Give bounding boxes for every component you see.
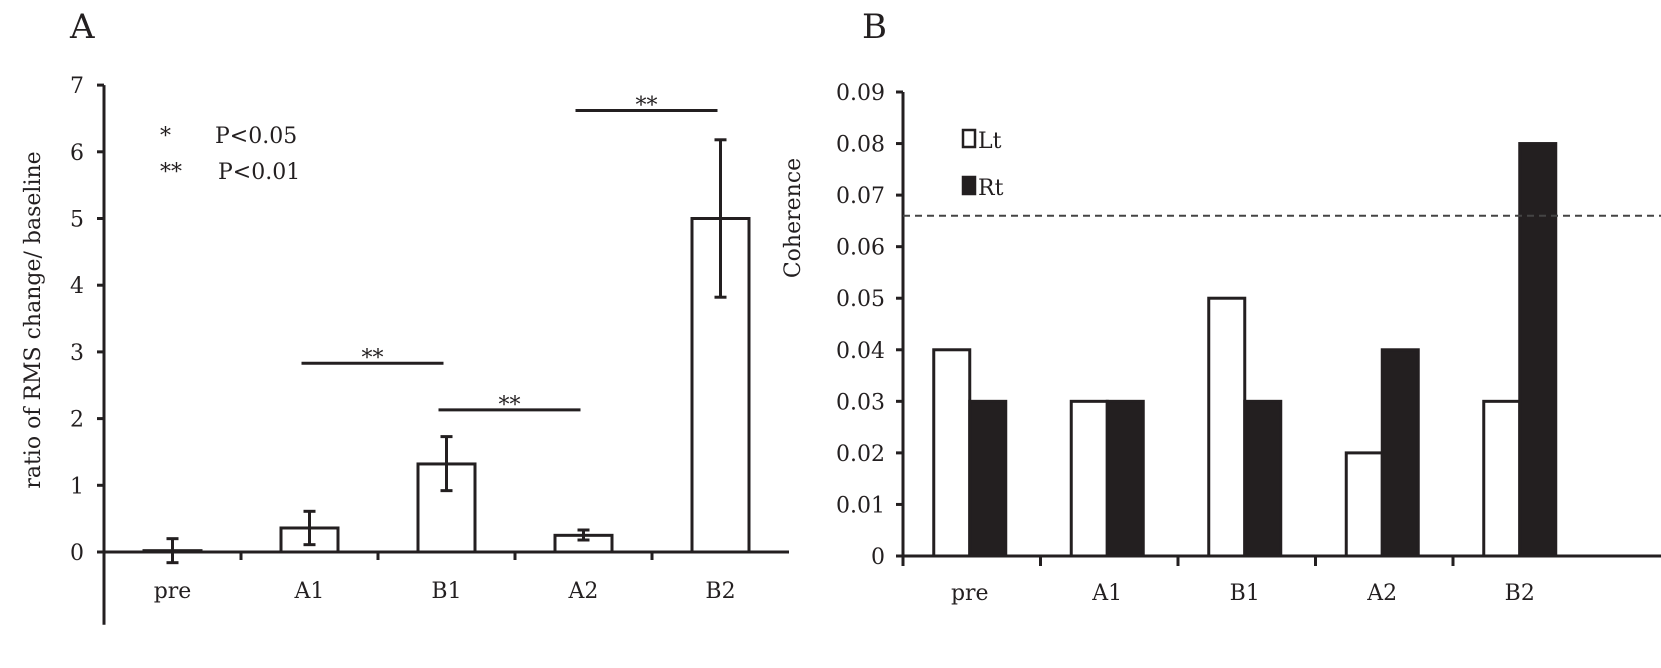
y-tick-label: 6 (70, 141, 84, 166)
bar-rt (968, 399, 1008, 558)
x-tick-label: B1 (431, 579, 461, 604)
y-tick-label: 0.08 (836, 133, 885, 158)
panel-a-legend: * P<0.05 ** P<0.01 (160, 124, 300, 185)
panel-a-label: A (69, 7, 95, 47)
y-tick-label: 0.07 (836, 184, 885, 209)
bar-rt (1243, 399, 1283, 558)
panel-b-y-axis-label: Coherence (781, 158, 806, 278)
legend-label: Lt (978, 129, 1002, 154)
y-tick-label: 0.09 (836, 81, 885, 106)
y-tick-label: 0.01 (836, 493, 885, 518)
bar-lt (932, 348, 972, 558)
panel-a: A ratio of RMS change/ baseline * P<0.05*… (21, 7, 789, 625)
y-tick-label: 0.04 (836, 339, 885, 364)
panel-b: B Coherence 0 0.01 0.02 0.03 0.04 0.05 0.06 0.0… (781, 7, 1661, 606)
y-tick-label: 2 (70, 408, 84, 433)
y-tick-label: 0.02 (836, 442, 885, 467)
panel-b-label: B (862, 7, 887, 47)
significance-marker: ** (362, 346, 384, 371)
bar-lt (1207, 296, 1247, 558)
y-tick-label: 5 (70, 208, 84, 233)
bar-lt (1069, 399, 1109, 558)
legend-swatch-lt (961, 128, 977, 149)
x-tick-label: pre (154, 579, 192, 604)
y-tick-label: 0.05 (836, 287, 885, 312)
y-tick-label: 0 (70, 541, 84, 566)
bar-rt (1380, 348, 1420, 558)
significance-marker: ** (499, 393, 521, 418)
y-tick-label: 4 (70, 274, 84, 299)
panel-a-y-axis-label: ratio of RMS change/ baseline (21, 151, 46, 488)
bar-rt (1105, 399, 1145, 558)
y-tick-label: 0 (871, 545, 885, 570)
y-tick-label: 7 (70, 74, 84, 99)
bar-lt (1344, 451, 1384, 558)
y-tick-label: 1 (70, 474, 84, 499)
bar-lt (1482, 399, 1522, 558)
y-tick-label: 0.03 (836, 390, 885, 415)
legend-swatch-rt (961, 175, 977, 196)
x-tick-label: A2 (1366, 581, 1397, 606)
legend-symbol: * (160, 124, 171, 149)
x-tick-label: A1 (1091, 581, 1122, 606)
bar-rt (1518, 142, 1558, 558)
legend-label: Rt (978, 176, 1004, 201)
legend-text: P<0.01 (218, 160, 300, 185)
x-tick-label: B2 (1505, 581, 1535, 606)
x-tick-label: B2 (705, 579, 735, 604)
y-tick-label: 0.06 (836, 236, 885, 261)
x-tick-label: A2 (568, 579, 599, 604)
legend-symbol: ** (160, 160, 182, 185)
x-tick-label: pre (951, 581, 989, 606)
x-tick-label: A1 (294, 579, 325, 604)
significance-marker: ** (636, 93, 658, 118)
y-tick-label: 3 (70, 341, 84, 366)
x-tick-label: B1 (1230, 581, 1260, 606)
legend-text: P<0.05 (215, 124, 297, 149)
